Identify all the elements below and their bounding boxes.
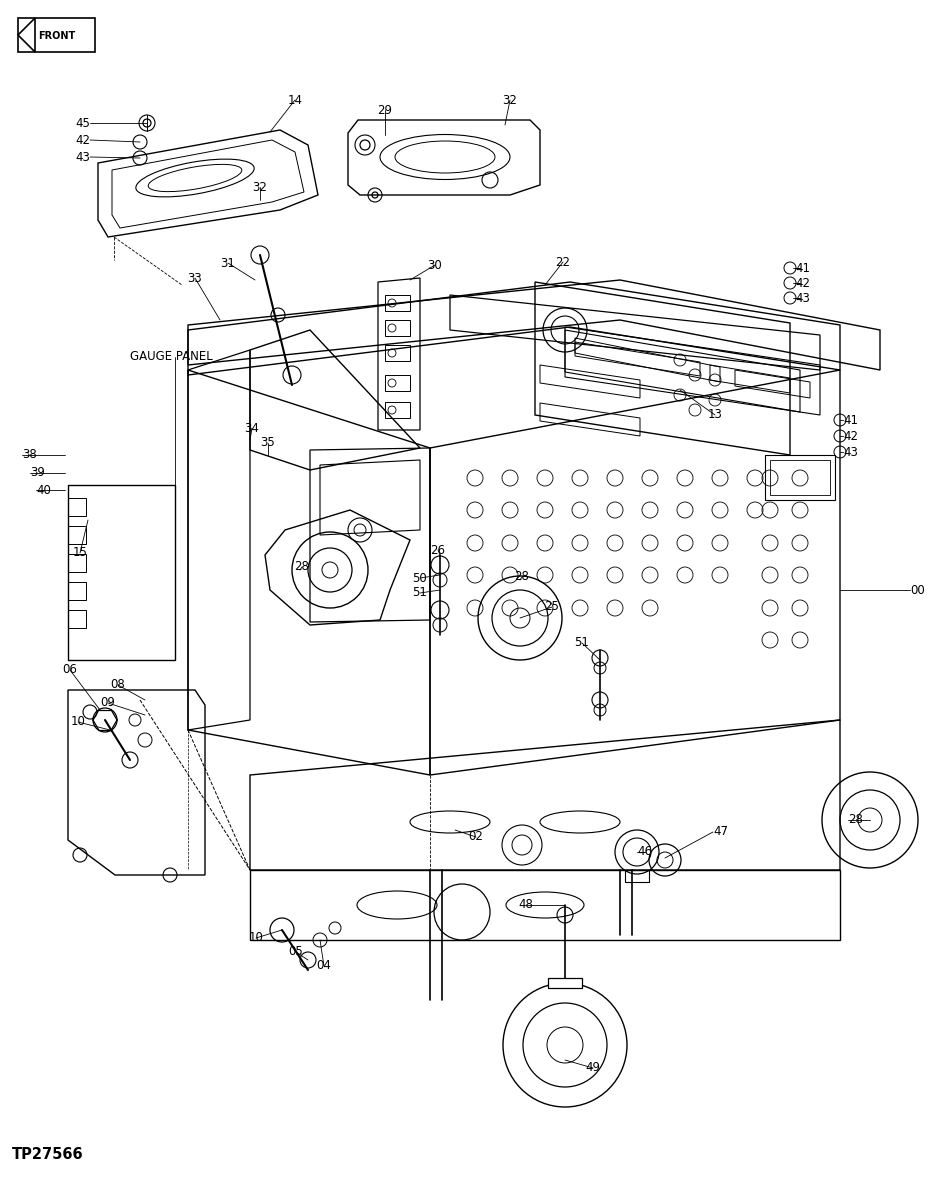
Text: 42: 42 <box>843 430 857 443</box>
Bar <box>385 345 409 361</box>
Text: 10: 10 <box>70 716 86 729</box>
Text: 35: 35 <box>260 437 275 450</box>
Text: 00: 00 <box>909 583 923 596</box>
Text: 40: 40 <box>36 483 50 496</box>
Bar <box>764 455 834 500</box>
Text: 04: 04 <box>316 959 331 972</box>
Text: FRONT: FRONT <box>38 31 75 41</box>
Text: 47: 47 <box>712 826 727 839</box>
Text: 41: 41 <box>843 413 857 426</box>
Bar <box>385 376 409 391</box>
Text: 43: 43 <box>843 445 857 458</box>
Text: 46: 46 <box>637 846 652 859</box>
Bar <box>625 870 648 882</box>
Bar <box>385 295 409 311</box>
Text: 43: 43 <box>794 292 809 305</box>
Text: 42: 42 <box>75 133 89 146</box>
Text: 51: 51 <box>412 587 427 600</box>
Bar <box>68 526 86 544</box>
Text: TP27566: TP27566 <box>12 1148 84 1162</box>
Text: 09: 09 <box>101 697 115 710</box>
Text: 02: 02 <box>468 830 483 843</box>
Text: 33: 33 <box>188 272 202 285</box>
Text: 31: 31 <box>220 256 235 269</box>
Text: 10: 10 <box>248 932 263 945</box>
Text: 13: 13 <box>706 409 722 422</box>
Text: 14: 14 <box>288 93 302 106</box>
Text: 08: 08 <box>110 679 126 692</box>
Text: 26: 26 <box>430 543 445 556</box>
Text: 22: 22 <box>555 255 570 268</box>
Text: 50: 50 <box>412 572 426 585</box>
Text: 06: 06 <box>63 664 77 677</box>
Bar <box>68 582 86 600</box>
Text: 28: 28 <box>514 570 529 583</box>
Text: 32: 32 <box>252 181 268 194</box>
Text: 42: 42 <box>794 276 809 289</box>
Bar <box>385 402 409 418</box>
Bar <box>547 978 582 988</box>
Text: 32: 32 <box>502 93 517 106</box>
Text: 48: 48 <box>518 899 533 912</box>
Text: 49: 49 <box>585 1062 600 1075</box>
Text: 43: 43 <box>75 150 89 163</box>
Text: 41: 41 <box>794 261 809 274</box>
Polygon shape <box>18 18 95 52</box>
Text: 30: 30 <box>427 259 442 272</box>
Bar <box>769 461 829 495</box>
Text: 28: 28 <box>294 561 309 574</box>
Bar <box>68 498 86 516</box>
Bar <box>68 554 86 572</box>
Text: 34: 34 <box>245 422 259 435</box>
Text: 45: 45 <box>75 117 89 130</box>
Polygon shape <box>18 18 35 52</box>
Text: 51: 51 <box>574 637 589 650</box>
Text: 15: 15 <box>72 547 88 560</box>
Bar <box>68 611 86 628</box>
Text: 38: 38 <box>22 449 37 462</box>
Text: 25: 25 <box>544 600 559 613</box>
Text: 29: 29 <box>377 104 392 117</box>
Text: 28: 28 <box>847 814 862 827</box>
Text: 05: 05 <box>288 946 303 959</box>
Bar <box>385 320 409 337</box>
Text: 39: 39 <box>30 466 45 479</box>
Text: GAUGE PANEL: GAUGE PANEL <box>129 351 212 364</box>
